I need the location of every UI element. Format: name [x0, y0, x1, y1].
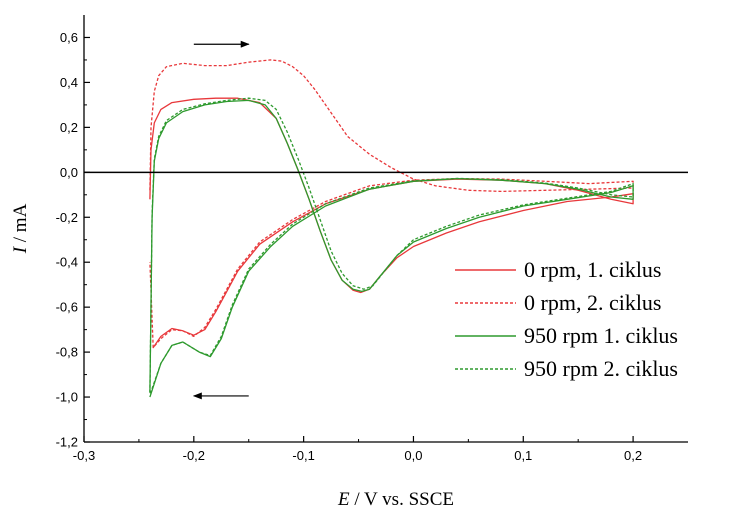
series-line-3: [149, 99, 634, 398]
series-line-4: [149, 97, 634, 396]
y-tick-label: 0,2: [60, 120, 78, 135]
y-tick-label: -0,2: [56, 210, 78, 225]
y-tick-label: -0,4: [56, 255, 78, 270]
y-axis-label: I / mA: [10, 203, 31, 254]
x-axis-label: E / V vs. SSCE: [337, 489, 454, 510]
legend-label-2: 0 rpm, 2. ciklus: [524, 290, 662, 315]
y-axis-label-var: I: [10, 245, 31, 254]
y-tick-label: -1,2: [56, 435, 78, 450]
y-tick-label: 0,6: [60, 30, 78, 45]
x-axis-label-rest: / V vs. SSCE: [350, 489, 454, 510]
x-tick-label: 0,2: [624, 448, 642, 463]
y-tick-label: 0,4: [60, 75, 78, 90]
legend: 0 rpm, 1. ciklus 0 rpm, 2. ciklus 950 rpm …: [455, 257, 678, 381]
y-tick-label: -1,0: [56, 390, 78, 405]
legend-label-3: 950 rpm 1. ciklus: [524, 323, 678, 348]
legend-label-4: 950 rpm 2. ciklus: [524, 356, 678, 381]
axes-layer: -0,3 -0,2 -0,1 0,0 0,1 0,2 -1,2 -1,0 -0,8 -0,6 -0,…: [56, 15, 688, 463]
legend-label-1: 0 rpm, 1. ciklus: [524, 257, 662, 282]
x-tick-label: 0,1: [514, 448, 532, 463]
x-tick-label: -0,1: [292, 448, 314, 463]
x-axis-label-var: E: [337, 489, 350, 510]
series-layer: [149, 59, 634, 398]
x-tick-label: -0,2: [183, 448, 205, 463]
y-tick-label: 0,0: [60, 165, 78, 180]
x-tick-label: 0,0: [404, 448, 422, 463]
y-tick-label: -0,6: [56, 300, 78, 315]
y-axis-label-rest: / mA: [10, 203, 31, 247]
x-tick-label: -0,3: [73, 448, 95, 463]
y-tick-label: -0,8: [56, 345, 78, 360]
